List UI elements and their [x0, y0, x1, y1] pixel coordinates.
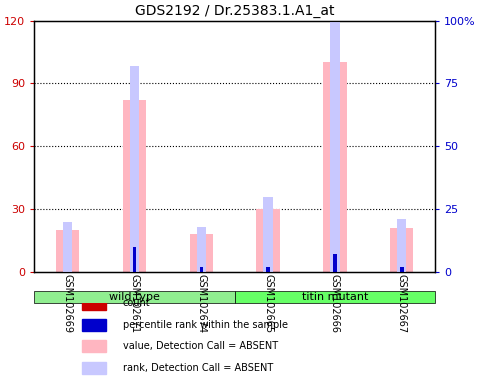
Text: percentile rank within the sample: percentile rank within the sample — [122, 320, 288, 330]
Text: value, Detection Call = ABSENT: value, Detection Call = ABSENT — [122, 341, 277, 351]
Text: GSM102671: GSM102671 — [130, 274, 140, 333]
Title: GDS2192 / Dr.25383.1.A1_at: GDS2192 / Dr.25383.1.A1_at — [135, 4, 335, 18]
Bar — [190, 234, 213, 272]
Bar — [123, 100, 146, 272]
FancyBboxPatch shape — [34, 291, 235, 303]
Bar — [83, 297, 107, 310]
Text: wild type: wild type — [109, 292, 160, 302]
Bar — [130, 66, 139, 272]
Bar — [266, 267, 270, 272]
Text: GSM102669: GSM102669 — [63, 274, 73, 333]
Bar — [333, 255, 336, 272]
Text: count: count — [122, 298, 150, 308]
Bar — [56, 230, 79, 272]
Text: GSM102666: GSM102666 — [330, 274, 340, 333]
Bar — [133, 247, 136, 272]
Text: GSM102674: GSM102674 — [196, 274, 206, 333]
Bar — [200, 267, 203, 272]
Text: titin mutant: titin mutant — [302, 292, 368, 302]
Bar — [197, 227, 206, 272]
FancyBboxPatch shape — [235, 291, 435, 303]
Bar — [397, 219, 407, 272]
Bar — [330, 21, 340, 272]
Bar — [400, 267, 404, 272]
Text: GSM102667: GSM102667 — [397, 274, 407, 333]
Bar — [323, 63, 347, 272]
Bar — [83, 361, 107, 374]
Text: GSM102665: GSM102665 — [263, 274, 273, 333]
Text: rank, Detection Call = ABSENT: rank, Detection Call = ABSENT — [122, 362, 273, 372]
Bar — [256, 209, 280, 272]
Bar — [390, 228, 413, 272]
Bar — [264, 197, 273, 272]
Bar — [63, 222, 72, 272]
Bar — [83, 340, 107, 353]
Bar — [83, 319, 107, 331]
